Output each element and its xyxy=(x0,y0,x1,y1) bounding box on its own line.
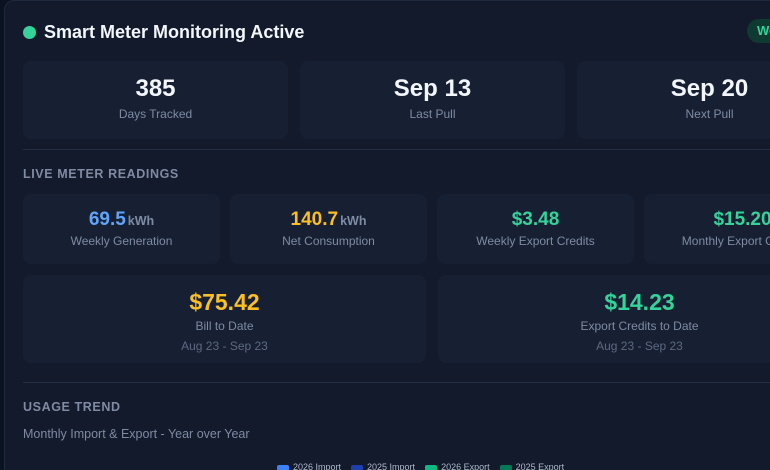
legend-swatch xyxy=(277,465,289,470)
legend-item-2025-export[interactable]: 2025 Export xyxy=(499,462,565,470)
stat-label: Days Tracked xyxy=(118,107,193,121)
credits-value: $14.23 xyxy=(604,289,675,315)
bill-label: Bill to Date xyxy=(195,319,254,333)
stat-value: Sep 20 xyxy=(670,75,749,102)
credits-label: Export Credits to Date xyxy=(580,319,699,333)
export-credits-card: $14.23 Export Credits to Date Aug 23 - S… xyxy=(438,275,770,363)
stat-days-tracked: 385 Days Tracked xyxy=(23,61,288,139)
reading-value: 69.5 kWh xyxy=(23,209,220,231)
reading-monthly-export-credits: $15.20 Monthly Export Credits xyxy=(644,194,770,264)
status-dot-icon xyxy=(23,25,36,39)
reading-unit: kWh xyxy=(127,214,155,228)
chart-legend: 2026 Import 2025 Import 2026 Export 2025… xyxy=(277,462,564,470)
reading-label: Monthly Export Credits xyxy=(681,234,770,248)
reading-weekly-export-credits: $3.48 Weekly Export Credits xyxy=(437,194,634,264)
stat-label: Last Pull xyxy=(409,107,456,121)
legend-label: 2025 Export xyxy=(515,462,565,470)
divider xyxy=(23,382,770,383)
reading-unit: kWh xyxy=(340,214,367,228)
legend-label: 2026 Import xyxy=(293,462,342,470)
legend-swatch xyxy=(351,465,364,470)
frequency-pill[interactable]: Weekly xyxy=(747,19,770,43)
smart-meter-panel: Smart Meter Monitoring Active Weekly 385… xyxy=(4,0,770,470)
usage-trend-title: USAGE TREND xyxy=(23,400,121,414)
stat-value: Sep 13 xyxy=(393,75,472,102)
usage-trend-subtitle: Monthly Import & Export - Year over Year xyxy=(23,427,250,441)
bill-value: $75.42 xyxy=(189,289,260,315)
live-readings-title: LIVE METER READINGS xyxy=(23,167,179,181)
reading-number: $15.20 xyxy=(713,209,770,230)
legend-item-2026-export[interactable]: 2026 Export xyxy=(425,462,490,470)
reading-number: 140.7 xyxy=(290,209,339,230)
reading-value: $3.48 xyxy=(437,209,634,231)
legend-label: 2026 Export xyxy=(441,462,490,470)
legend-item-2026-import[interactable]: 2026 Import xyxy=(277,462,341,470)
legend-swatch xyxy=(425,465,438,470)
stat-last-pull: Sep 13 Last Pull xyxy=(300,61,565,139)
legend-item-2025-import[interactable]: 2025 Import xyxy=(351,462,415,470)
reading-label: Weekly Export Credits xyxy=(476,234,595,248)
reading-net-consumption: 140.7 kWh Net Consumption xyxy=(230,194,427,264)
reading-number: 69.5 xyxy=(88,209,126,230)
reading-weekly-generation: 69.5 kWh Weekly Generation xyxy=(23,194,220,264)
reading-value: 140.7 kWh xyxy=(230,209,427,231)
stat-label: Next Pull xyxy=(685,107,734,121)
reading-label: Net Consumption xyxy=(282,234,375,248)
reading-number: $3.48 xyxy=(511,209,560,230)
legend-swatch xyxy=(499,465,512,470)
reading-label: Weekly Generation xyxy=(70,234,173,248)
credits-range: Aug 23 - Sep 23 xyxy=(596,339,683,353)
header-title: Smart Meter Monitoring Active xyxy=(44,21,305,42)
stat-value: 385 xyxy=(135,75,176,102)
legend-label: 2025 Import xyxy=(367,462,416,470)
divider xyxy=(23,149,770,150)
stat-next-pull: Sep 20 Next Pull xyxy=(577,61,770,139)
bill-range: Aug 23 - Sep 23 xyxy=(181,339,268,353)
reading-value: $15.20 xyxy=(644,209,770,231)
bill-to-date-card: $75.42 Bill to Date Aug 23 - Sep 23 xyxy=(23,275,426,363)
header: Smart Meter Monitoring Active xyxy=(23,19,304,45)
